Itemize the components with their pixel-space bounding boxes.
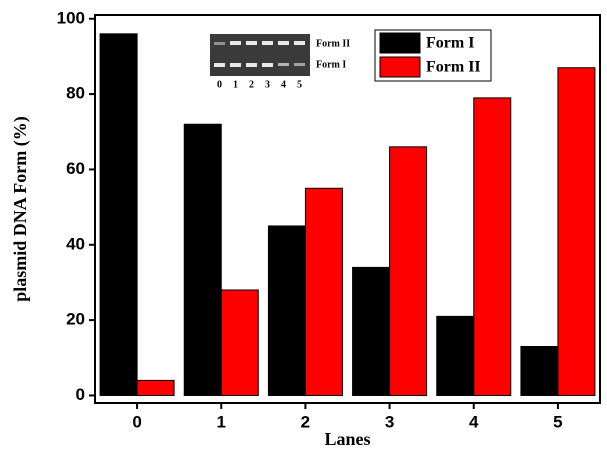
gel-inset [210,34,310,76]
bar [352,266,391,396]
x-tick-label: 1 [217,412,226,431]
y-tick-label: 60 [66,159,85,178]
bar [220,289,259,396]
gel-image [210,34,310,76]
bar [473,97,512,396]
legend-label: Form I [426,35,474,52]
gel-bands [214,41,305,67]
x-tick-label: 2 [301,412,310,431]
inset-lane-label: 1 [233,79,238,90]
inset-lane-label: 0 [217,79,222,90]
bar [304,187,343,396]
bar [389,146,428,396]
legend-swatch [379,32,421,54]
y-tick-label: 100 [57,8,85,27]
inset-lane-label: 2 [249,79,254,90]
y-tick-label: 40 [66,234,85,253]
bar [436,315,475,396]
inset-label: Form II [316,38,350,49]
x-axis-title: Lanes [324,429,370,449]
legend-label: Form II [426,59,481,76]
y-tick-label: 20 [66,310,85,329]
y-tick-label: 80 [66,84,85,103]
x-tick-label: 0 [132,412,141,431]
x-tick-label: 3 [385,412,394,431]
inset-lane-label: 4 [281,79,286,90]
plot-frame [94,14,601,404]
legend-swatch [379,56,421,78]
bar [99,33,138,396]
bar [557,67,596,396]
inset-label: Form I [316,59,346,70]
bar [267,225,306,396]
bar [183,123,222,396]
y-axis-title: plasmid DNA Form (%) [10,116,31,302]
bar [136,379,175,396]
x-tick-label: 5 [553,412,562,431]
bar [520,345,559,396]
inset-lane-label: 5 [297,79,302,90]
inset-lane-label: 3 [265,79,270,90]
x-tick-label: 4 [469,412,479,431]
y-tick-label: 0 [76,385,85,404]
